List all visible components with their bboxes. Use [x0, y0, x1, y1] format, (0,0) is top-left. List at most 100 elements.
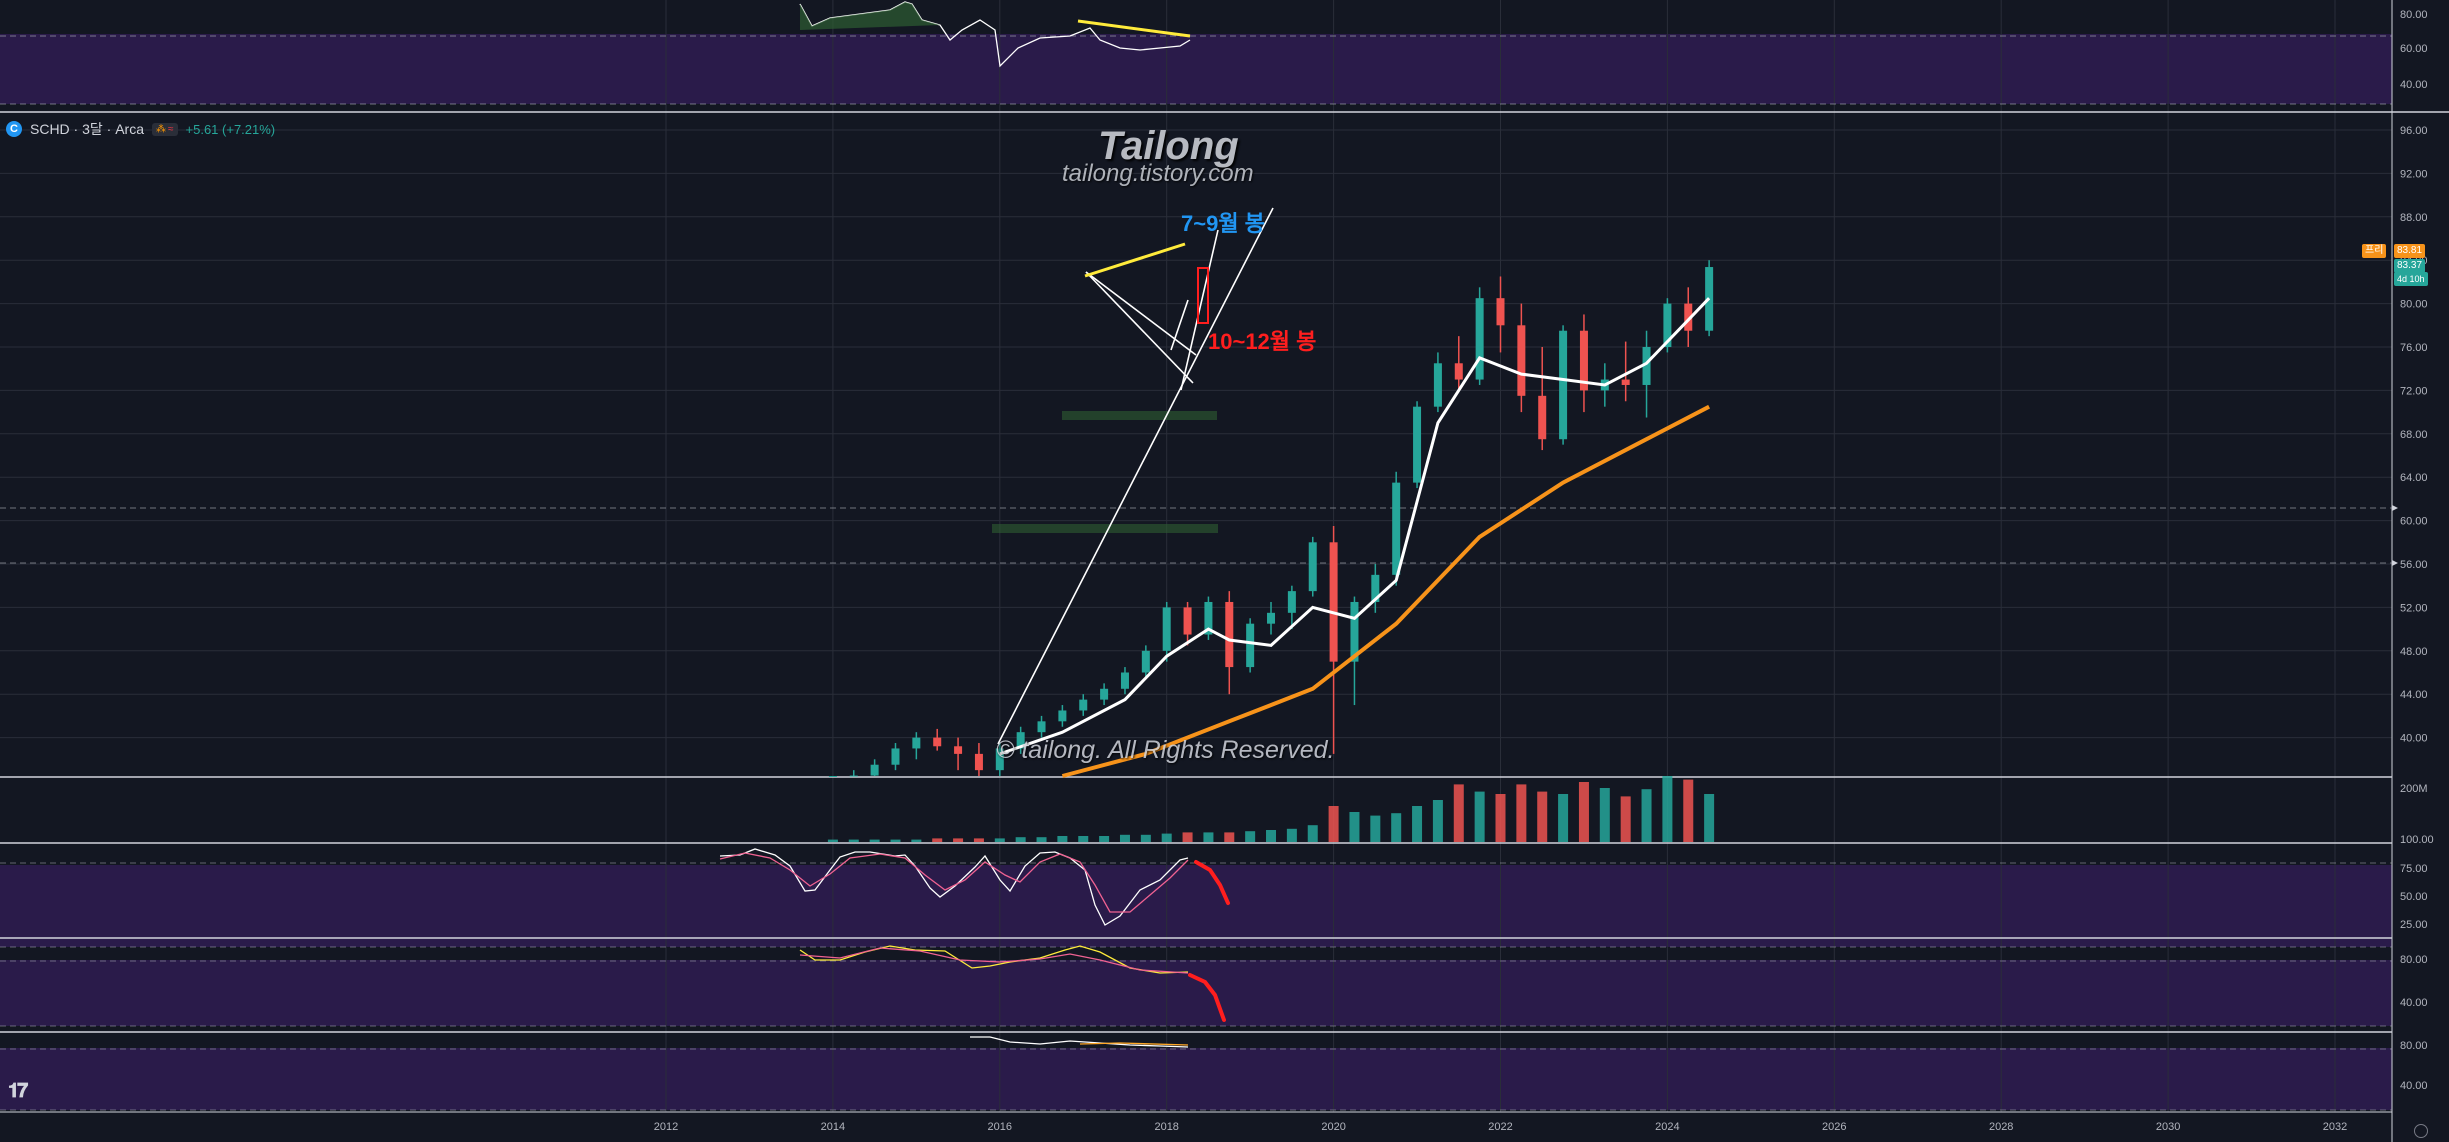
symbol-legend[interactable]: C SCHD · 3달 · Arca ⁂ ≈ +5.61 (+7.21%) [6, 118, 275, 140]
price-tick-label: 72.00 [2400, 385, 2428, 397]
candle [1579, 314, 1588, 413]
candle [1392, 471, 1401, 586]
candle [1287, 585, 1296, 630]
volume-bar [1662, 776, 1673, 842]
rsi-top-fill [800, 2, 940, 30]
volume-bar [1099, 836, 1110, 842]
volume-bar [973, 838, 984, 842]
volume-bar [1599, 788, 1610, 842]
rsi3-line [970, 1036, 1189, 1048]
candle [1496, 276, 1505, 353]
volume-bar [1558, 794, 1569, 842]
candle [933, 728, 942, 751]
rsi2-line [799, 945, 1189, 974]
time-tick-label: 2028 [1989, 1121, 2013, 1133]
support-zone-lower [992, 524, 1218, 533]
status-badge[interactable]: ⁂ ≈ [152, 122, 178, 136]
volume-bar [1412, 806, 1423, 842]
session-icon: ⁂ [156, 123, 167, 135]
volume-bar [1683, 779, 1694, 842]
volume-bar [1391, 813, 1402, 842]
volume-bars [827, 776, 1715, 842]
volume-bar [1328, 806, 1339, 842]
candle [1267, 601, 1276, 635]
time-tick-label: 2018 [1154, 1121, 1178, 1133]
time-tick-label: 2012 [654, 1121, 678, 1133]
volume-bar [1203, 832, 1214, 842]
candle [912, 732, 921, 760]
volume-bar [1245, 831, 1256, 842]
candles [828, 260, 1714, 777]
candle [1037, 715, 1046, 738]
volume-bar [1119, 834, 1130, 842]
price-tick-label: 52.00 [2400, 602, 2428, 614]
time-tick-label: 2020 [1321, 1121, 1345, 1133]
volume-bar [890, 839, 901, 842]
rsi3-signal-line [1079, 1042, 1189, 1046]
candle [1141, 645, 1150, 678]
divergence-line [1084, 242, 1186, 278]
volume-bar [869, 839, 880, 842]
time-tick-label: 2014 [821, 1121, 845, 1133]
candle [1183, 601, 1192, 646]
price-tick-label: 96.00 [2400, 125, 2428, 137]
time-tick-label: 2032 [2323, 1121, 2347, 1133]
candle [828, 776, 837, 777]
premarket-price-tag: 83.81 [2394, 244, 2426, 258]
time-tick-label: 2016 [988, 1121, 1012, 1133]
candle [1100, 683, 1109, 706]
candle [1371, 564, 1380, 613]
ma-slow-line [1061, 404, 1711, 778]
indicator-tick-label: 40.00 [2400, 79, 2428, 91]
volume-bar [994, 838, 1005, 842]
volume-bar [1182, 832, 1193, 842]
candle [1016, 726, 1025, 754]
indicator-tick-label: 80.00 [2400, 1040, 2428, 1052]
candle [995, 743, 1004, 776]
annotation-red: 10~12월 봉 [1208, 329, 1317, 354]
last-price-tag: 83.37 [2394, 259, 2426, 273]
volume-bar [1161, 833, 1172, 842]
rsi2-signal-line [799, 947, 1189, 974]
candle [1225, 591, 1234, 695]
premarket-tag-label: 프리 [2362, 244, 2387, 258]
volume-bar [1370, 815, 1381, 842]
volume-bar [1641, 789, 1652, 842]
price-tick-label: 44.00 [2400, 689, 2428, 701]
stoch-k-line [719, 848, 1189, 926]
candle [1120, 667, 1129, 695]
volume-bar [1266, 830, 1277, 842]
indicator-tick-label: 80.00 [2400, 954, 2428, 966]
volume-bar [1516, 784, 1527, 842]
candle [1621, 341, 1630, 402]
indicator-tick-label: 200M [2400, 783, 2428, 795]
stoch-forecast [1194, 860, 1230, 905]
rsi-divergence-line [1077, 19, 1191, 38]
volume-bar [1453, 784, 1464, 842]
settings-icon[interactable] [2414, 1124, 2428, 1138]
volume-bar [1224, 832, 1235, 842]
indicator-tick-label: 80.00 [2400, 9, 2428, 21]
volume-bar [1495, 794, 1506, 842]
volume-bar [1474, 791, 1485, 842]
indicator-tick-label: 100.00 [2400, 834, 2434, 846]
indicator-tick-label: 25.00 [2400, 919, 2428, 931]
volume-bar [1432, 800, 1443, 842]
candle [1642, 330, 1651, 418]
candle [954, 737, 963, 771]
candle [1350, 596, 1359, 706]
tradingview-logo[interactable]: 𝟏𝟕 [8, 1080, 28, 1102]
ma-fast-line [999, 297, 1711, 756]
symbol-title[interactable]: SCHD · 3달 · Arca [30, 121, 145, 137]
price-tick-label: 92.00 [2400, 168, 2428, 180]
volume-bar [1078, 836, 1089, 842]
volume-bar [1704, 794, 1715, 842]
candle [974, 743, 983, 776]
candle [1475, 287, 1484, 385]
candle [891, 743, 900, 771]
indicator-tick-label: 40.00 [2400, 997, 2428, 1009]
time-tick-label: 2026 [1822, 1121, 1846, 1133]
support-zone-upper [1062, 411, 1217, 420]
price-axis: 96.0092.0088.0084.0080.0076.0072.0068.00… [2400, 9, 2434, 1092]
